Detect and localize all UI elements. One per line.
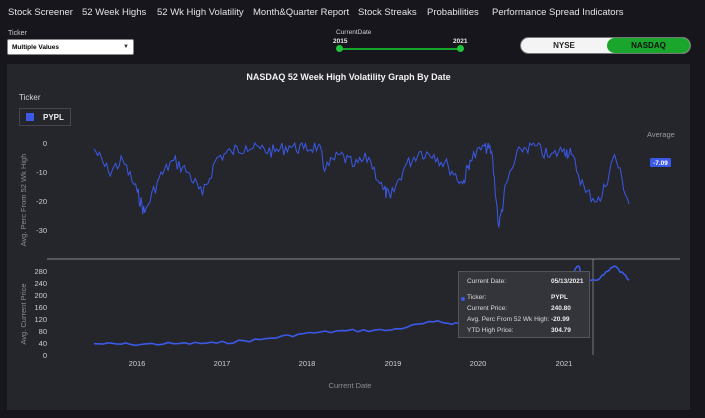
nav-52-week-highs[interactable]: 52 Week Highs (82, 7, 147, 18)
legend-item-label: PYPL (43, 112, 64, 122)
tooltip-price-value: 240.80 (551, 305, 571, 312)
exchange-nasdaq-button[interactable]: NASDAQ (607, 38, 690, 53)
top-series-line (93, 141, 630, 228)
date-range-track[interactable] (339, 48, 460, 50)
bottom-y-tick: 280 (34, 267, 47, 276)
x-tick: 2016 (129, 359, 146, 368)
average-value-badge (650, 158, 671, 167)
date-filter-label: CurrentDate (336, 29, 372, 36)
tooltip-date-label: Current Date: (467, 278, 507, 285)
bottom-y-tick: 120 (34, 315, 47, 324)
legend-item-pypl[interactable]: PYPL (19, 108, 71, 126)
top-y-tick: -30 (36, 226, 47, 235)
tooltip-date-value: 05/13/2021 (551, 278, 584, 285)
top-y-tick: -10 (36, 168, 47, 177)
tooltip-perc-value: -20.99 (551, 316, 570, 323)
tooltip-ytd-value: 304.79 (551, 327, 571, 334)
top-y-tick: -20 (36, 197, 47, 206)
date-range-end-handle[interactable] (457, 45, 464, 52)
x-axis-label: Current Date (329, 381, 372, 390)
chevron-down-icon: ▼ (123, 44, 129, 50)
bottom-y-tick: 240 (34, 279, 47, 288)
date-range-start-handle[interactable] (336, 45, 343, 52)
hover-tooltip: Current Date: 05/13/2021 Ticker: PYPL Cu… (458, 271, 590, 338)
x-tick: 2019 (385, 359, 402, 368)
nav-stock-screener[interactable]: Stock Screener (8, 7, 73, 18)
top-y-tick: 0 (43, 139, 47, 148)
tooltip-price-label: Current Price: (467, 305, 508, 312)
x-tick: 2018 (299, 359, 316, 368)
nav-52-wk-high-volatility[interactable]: 52 Wk High Volatility (157, 7, 244, 18)
bottom-y-axis-label: Avg. Current Price (19, 283, 28, 344)
bottom-y-tick: 40 (39, 339, 47, 348)
x-tick: 2020 (470, 359, 487, 368)
legend-swatch (26, 113, 34, 121)
ticker-filter-label: Ticker (8, 30, 27, 37)
average-reference-label: Average (647, 130, 675, 139)
legend-title: Ticker (19, 93, 41, 102)
bottom-y-tick: 200 (34, 291, 47, 300)
date-range-max: 2021 (453, 38, 468, 45)
ticker-dropdown[interactable]: Multiple Values ▼ (7, 39, 134, 55)
volatility-chart[interactable]: Avg. Perc From 52 Wk High Avg. Current P… (7, 64, 690, 410)
bottom-y-tick: 160 (34, 303, 47, 312)
nav-performance-spread-indicators[interactable]: Performance Spread Indicators (492, 7, 624, 18)
tooltip-ticker-value: PYPL (551, 294, 568, 301)
tooltip-ytd-label: YTD High Price: (467, 327, 514, 334)
nav-stock-streaks[interactable]: Stock Streaks (358, 7, 417, 18)
ticker-dropdown-value: Multiple Values (12, 44, 59, 51)
top-nav: Stock Screener 52 Week Highs 52 Wk High … (0, 0, 705, 26)
tooltip-ticker-label: Ticker: (467, 294, 487, 301)
top-y-axis-label: Avg. Perc From 52 Wk High (19, 154, 28, 247)
nav-month-quarter-report[interactable]: Month&Quarter Report (253, 7, 350, 18)
chart-panel: NASDAQ 52 Week High Volatility Graph By … (7, 64, 690, 410)
nav-probabilities[interactable]: Probabilities (427, 7, 479, 18)
chart-title: NASDAQ 52 Week High Volatility Graph By … (246, 72, 451, 82)
exchange-toggle: NYSE NASDAQ (520, 37, 691, 54)
bottom-y-tick: 80 (39, 327, 47, 336)
tooltip-series-dot (461, 296, 465, 301)
tooltip-perc-label: Avg. Perc From 52 Wk High: (467, 316, 550, 323)
date-range-min: 2015 (333, 38, 348, 45)
bottom-y-tick: 0 (43, 351, 47, 360)
x-tick: 2017 (214, 359, 231, 368)
exchange-nyse-button[interactable]: NYSE (553, 41, 575, 50)
x-tick: 2021 (556, 359, 573, 368)
average-value-text: -7.09 (653, 160, 668, 167)
